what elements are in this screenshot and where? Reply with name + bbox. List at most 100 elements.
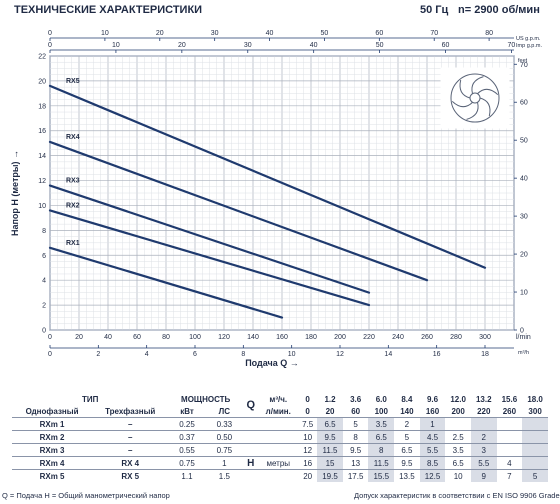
head-value-cell: 13: [342, 456, 369, 470]
usgpm-tick-label: 10: [101, 30, 109, 37]
kw-header: кВт: [180, 406, 194, 416]
q-m3h-cell: 0: [305, 394, 310, 404]
y-tick-label: 10: [38, 203, 46, 210]
head-value-cell: 12: [298, 443, 318, 457]
feet-tick-label: 60: [520, 100, 528, 107]
power-kw: 0.75: [168, 456, 206, 470]
impgpm-tick-label: 60: [442, 42, 450, 49]
head-value-cell: 6.5: [394, 443, 420, 457]
head-value-cell: 12.5: [419, 469, 446, 482]
head-value-cell: [496, 443, 523, 457]
head-value-cell: 9.5: [317, 430, 343, 444]
impeller-blade-icon: [459, 79, 471, 99]
head-value-cell: 9.5: [394, 456, 420, 470]
head-value-cell: 15.5: [368, 469, 395, 482]
three-phase-model: –: [92, 417, 169, 431]
power-hp: 0.50: [205, 430, 244, 444]
y-tick-label: 6: [42, 253, 46, 260]
feet-tick-label: 0: [520, 328, 524, 335]
x-tick-label: 240: [392, 334, 404, 341]
power-hp: 0.75: [205, 443, 244, 457]
m3h-tick-label: 8: [241, 351, 245, 358]
x-tick-label: 20: [75, 334, 83, 341]
x-tick-label: 180: [305, 334, 317, 341]
head-value-cell: 5: [522, 469, 548, 482]
feet-tick-label: 20: [520, 252, 528, 259]
x-tick-label: 280: [450, 334, 462, 341]
frequency-label: 50 Гц: [420, 4, 449, 16]
head-value-cell: 10: [298, 430, 318, 444]
usgpm-tick-label: 40: [266, 30, 274, 37]
x-tick-label: 220: [363, 334, 375, 341]
q-lmin-cell: 260: [502, 406, 517, 416]
head-value-cell: 4: [496, 456, 523, 470]
impgpm-unit-label: Imp g.p.m.: [516, 43, 542, 49]
x-tick-label: 260: [421, 334, 433, 341]
m3h-tick-label: 4: [145, 351, 149, 358]
impgpm-tick-label: 70: [508, 42, 516, 49]
head-value-cell: [496, 430, 523, 444]
y-axis-title: Напор H (метры) →: [10, 150, 20, 236]
q-m3h-cell: 6.0: [375, 394, 387, 404]
head-value-cell: 3: [470, 443, 497, 457]
q-m3h-cell: 18.0: [527, 394, 543, 404]
head-value-cell: 3.5: [445, 443, 471, 457]
head-value-cell: 4.5: [419, 430, 446, 444]
single-phase-model: RXm 5: [12, 469, 93, 482]
q-m3h-cell: 8.4: [401, 394, 413, 404]
impgpm-tick-label: 30: [244, 42, 252, 49]
impgpm-tick-label: 20: [178, 42, 186, 49]
head-value-cell: 10: [445, 469, 471, 482]
usgpm-tick-label: 60: [375, 30, 383, 37]
h-label-spacer: [243, 430, 259, 444]
feet-tick-label: 50: [520, 138, 528, 145]
x-tick-label: 200: [334, 334, 346, 341]
head-value-cell: [522, 417, 548, 431]
y-tick-label: 18: [38, 103, 46, 110]
col-power-header: МОЩНОСТЬ: [181, 394, 231, 404]
head-value-cell: [470, 417, 497, 431]
head-value-cell: 8: [368, 443, 395, 457]
usgpm-tick-label: 0: [48, 30, 52, 37]
series-label-rx1: RX1: [66, 240, 80, 247]
head-value-cell: 2: [394, 417, 420, 431]
feet-tick-label: 40: [520, 176, 528, 183]
usgpm-tick-label: 30: [211, 30, 219, 37]
power-hp: 0.33: [205, 417, 244, 431]
q-lmin-cell: 0: [305, 406, 310, 416]
series-line-rx4: [48, 140, 429, 282]
table-subheader-row: Однофазный Трехфазный кВт ЛС л/мин. 0 20 60 100 1…: [12, 405, 548, 418]
q-lmin-cell: 100: [374, 406, 388, 416]
q-lmin-cell: 160: [425, 406, 440, 416]
head-value-cell: 2: [470, 430, 497, 444]
m3h-unit-label: m³/h: [518, 350, 529, 356]
q-m3h-cell: 13.2: [475, 394, 492, 404]
power-kw: 1.1: [168, 469, 206, 482]
m3h-tick-label: 2: [96, 351, 100, 358]
x-tick-label: 120: [218, 334, 230, 341]
single-phase-model: RXm 1: [12, 417, 93, 431]
single-phase-model: RXm 2: [12, 430, 93, 444]
head-value-cell: 19.5: [317, 469, 343, 482]
q-lmin-cell: 300: [528, 406, 542, 416]
unit-m3h: м³/ч.: [269, 394, 288, 404]
q-m3h-cell: 1.2: [324, 394, 336, 404]
head-value-cell: 7.5: [298, 417, 318, 431]
head-value-cell: 16: [298, 456, 318, 470]
q-m3h-cell: 15.6: [501, 394, 518, 404]
y-tick-label: 2: [42, 303, 46, 310]
impgpm-tick-label: 40: [310, 42, 318, 49]
head-value-cell: 5.5: [470, 456, 497, 470]
table-row: RXm 5 RX 5 1.1 1.5 20 19.5 17.5 15.5 13.5 12.5 10 9…: [12, 469, 548, 482]
head-value-cell: [522, 443, 548, 457]
h-unit: метры: [258, 456, 299, 470]
footer-note: Допуск характеристик в соответствии с EN…: [354, 491, 560, 500]
head-value-cell: 6.5: [445, 456, 471, 470]
m3h-tick-label: 12: [336, 351, 344, 358]
head-value-cell: 5: [342, 417, 369, 431]
y-tick-label: 20: [38, 78, 46, 85]
x-tick-label: 80: [162, 334, 170, 341]
head-value-cell: [522, 430, 548, 444]
